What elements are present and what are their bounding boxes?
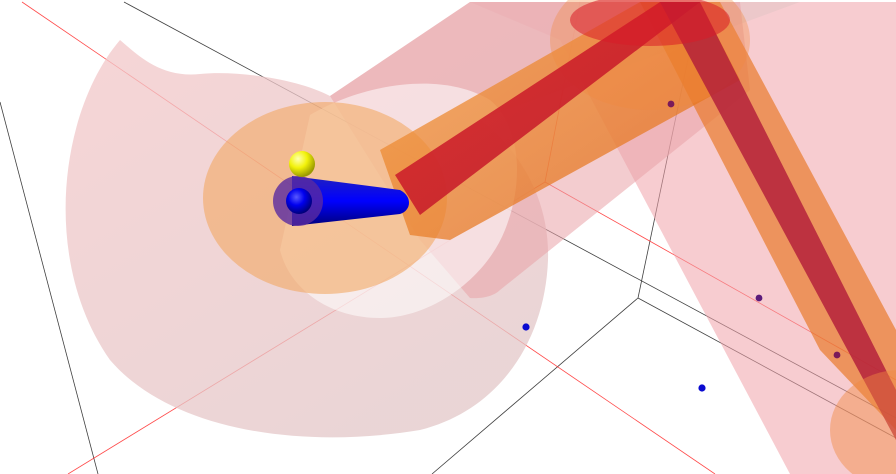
- blue-point: [698, 384, 706, 392]
- lattice-points: [522, 100, 841, 392]
- corner-tube-end: [830, 370, 896, 474]
- blue-point: [522, 323, 530, 331]
- blue-bond-rod: [292, 176, 409, 226]
- blue-atom[interactable]: [286, 188, 312, 214]
- purple-point: [667, 100, 675, 108]
- purple-point: [833, 351, 841, 359]
- yellow-atom[interactable]: [289, 151, 315, 177]
- purple-point: [755, 294, 763, 302]
- inner-core-tube: [395, 0, 896, 440]
